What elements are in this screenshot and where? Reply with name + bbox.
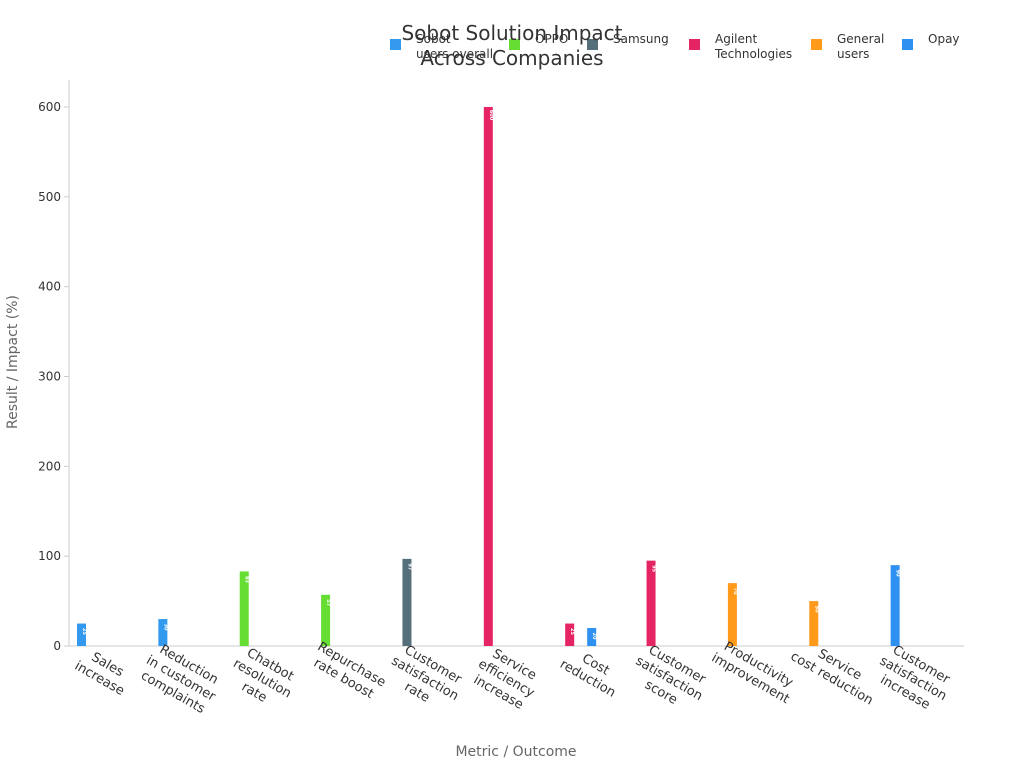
y-tick-label: 400 bbox=[38, 280, 61, 294]
x-tick-label: Customersatisfactionincrease bbox=[869, 640, 957, 718]
legend-label-line: Opay bbox=[928, 32, 960, 46]
bar bbox=[239, 571, 249, 646]
axes bbox=[68, 80, 964, 647]
x-tick-label: Repurchaserate boost bbox=[307, 639, 388, 704]
chart-title: Sobot Solution Impact Across Companies bbox=[401, 21, 622, 70]
bar bbox=[646, 560, 656, 646]
x-tick-label: Productivityimprovement bbox=[709, 637, 800, 707]
legend-label-line: Sobot bbox=[416, 32, 451, 46]
x-tick-label: Customersatisfactionscore bbox=[625, 640, 713, 718]
legend-label-line: Agilent bbox=[715, 32, 757, 46]
bar-value-label: 600 bbox=[488, 110, 494, 121]
legend-label-line: users overall bbox=[416, 47, 493, 61]
legend-label-line: Samsung bbox=[613, 32, 669, 46]
x-tick-label: Customersatisfactionrate bbox=[381, 640, 469, 718]
x-tick-label: Serviceefficiencyincrease bbox=[467, 643, 545, 715]
legend-label: OPPO bbox=[535, 32, 568, 46]
bar bbox=[402, 558, 412, 646]
bar-value-label: 95 bbox=[651, 565, 657, 572]
legend-swatch bbox=[902, 39, 913, 50]
bar bbox=[321, 594, 331, 646]
bars: 25 30 83 57 97 600 25 20 95 70 50 90 bbox=[77, 106, 901, 646]
y-ticks: 0 100 200 300 400 500 600 bbox=[38, 100, 69, 653]
x-tick-label: Salesincrease bbox=[72, 645, 135, 699]
bar bbox=[565, 623, 575, 646]
legend: Sobot users overall OPPO Samsung Agilent Tech… bbox=[390, 32, 960, 61]
bar bbox=[809, 601, 819, 646]
legend-label-line: users bbox=[837, 47, 869, 61]
bar-value-label: 70 bbox=[732, 588, 738, 595]
x-tick-label: Chatbotresolutionrate bbox=[222, 642, 301, 715]
y-tick-label: 200 bbox=[38, 459, 61, 473]
y-tick-label: 500 bbox=[38, 190, 61, 204]
bar-value-label: 20 bbox=[591, 633, 597, 640]
x-tick-label: Costreduction bbox=[557, 643, 626, 701]
legend-swatch bbox=[811, 39, 822, 50]
y-tick-label: 100 bbox=[38, 549, 61, 563]
y-tick-label: 600 bbox=[38, 100, 61, 114]
legend-label: Samsung bbox=[613, 32, 669, 46]
bar-value-label: 83 bbox=[244, 576, 250, 583]
bar bbox=[890, 565, 900, 646]
legend-swatch bbox=[509, 39, 520, 50]
bar-value-label: 50 bbox=[813, 606, 819, 613]
bar-value-label: 97 bbox=[406, 563, 412, 570]
bar-value-label: 90 bbox=[895, 570, 901, 577]
legend-swatch bbox=[390, 39, 401, 50]
chart-title-line: Sobot Solution Impact bbox=[401, 21, 622, 45]
legend-label-line: Technologies bbox=[714, 47, 792, 61]
chart-title-line: Across Companies bbox=[420, 46, 603, 70]
y-axis-title: Result / Impact (%) bbox=[5, 295, 21, 429]
y-tick-label: 300 bbox=[38, 369, 61, 383]
bar bbox=[727, 583, 737, 646]
bar-value-label: 30 bbox=[162, 624, 168, 631]
legend-label-line: OPPO bbox=[535, 32, 568, 46]
legend-label: Opay bbox=[928, 32, 960, 46]
legend-label: Agilent Technologies bbox=[714, 32, 792, 61]
legend-label-line: General bbox=[837, 32, 884, 46]
legend-label: Sobot users overall bbox=[416, 32, 493, 61]
legend-label: General users bbox=[837, 32, 884, 61]
bar bbox=[483, 106, 493, 646]
bar-value-label: 57 bbox=[325, 599, 331, 606]
bar-value-label: 25 bbox=[81, 628, 87, 635]
bar-value-label: 25 bbox=[569, 628, 575, 635]
bar bbox=[587, 628, 597, 646]
x-tick-labels: Salesincrease Reductionin customercomplai… bbox=[72, 637, 957, 719]
bar bbox=[77, 623, 86, 646]
legend-swatch bbox=[587, 39, 598, 50]
x-tick-label: Reductionin customercomplaints bbox=[136, 639, 227, 719]
x-axis-title: Metric / Outcome bbox=[455, 744, 576, 760]
bar bbox=[158, 619, 168, 646]
y-tick-label: 0 bbox=[53, 639, 61, 653]
chart-title-text: Sobot Solution Impact Across Companies bbox=[401, 21, 622, 70]
legend-swatch bbox=[689, 39, 700, 50]
